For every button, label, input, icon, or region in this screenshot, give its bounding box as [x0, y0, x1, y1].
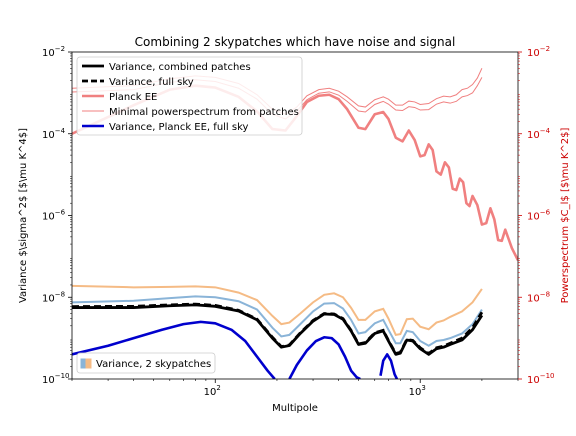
- y-right-tick-base: 10: [527, 130, 540, 141]
- y-left-tick-exponent: −4: [55, 127, 66, 135]
- band-edge-lower: [72, 295, 483, 347]
- y-right-tick-label: 10−4: [527, 127, 551, 141]
- y-left-tick-label: 10−4: [42, 127, 66, 141]
- y-left-tick-exponent: −8: [55, 290, 65, 298]
- y-left-tick-exponent: −10: [55, 372, 70, 380]
- legend-entry-2-skypatches-label: Variance, 2 skypatches: [96, 359, 211, 370]
- y-right-tick-exponent: −2: [540, 45, 550, 53]
- x-tick-label: 103: [409, 384, 426, 398]
- x-tick-exponent: 3: [421, 384, 425, 392]
- y-right-tick-label: 10−8: [527, 290, 550, 304]
- series-planck-full-sky-variance-segment-1: [72, 320, 276, 379]
- y-left-tick-label: 10−6: [42, 209, 66, 223]
- legend-entry-minimal-powerspectrum-label: Minimal powerspectrum from patches: [109, 107, 299, 118]
- y-left-tick-base: 10: [42, 130, 55, 141]
- y-left-tick-label: 10−10: [42, 372, 70, 386]
- y-left-tick-base: 10: [42, 212, 55, 223]
- y-right-tick-exponent: −6: [540, 209, 551, 217]
- x-tick-label: 102: [204, 384, 221, 398]
- band-edge-upper: [72, 284, 483, 336]
- x-tick-exponent: 2: [216, 384, 220, 392]
- y-right-tick-base: 10: [527, 375, 540, 386]
- legend-fill-box: [76, 352, 216, 374]
- y-left-tick-base: 10: [42, 293, 55, 304]
- y-left-tick-label: 10−8: [42, 290, 65, 304]
- legend-fill-swatch-b: [85, 358, 92, 369]
- y-left-tick-exponent: −6: [55, 209, 66, 217]
- y-right-tick-base: 10: [527, 48, 540, 59]
- chart-title: Combining 2 skypatches which have noise …: [135, 35, 456, 49]
- legend-main-box: [76, 56, 303, 136]
- y-left-axis-label: Variance $\sigma^2$ [$\mu K^4$]: [18, 128, 29, 303]
- series-combined-variance-line: [72, 303, 484, 356]
- legend-entry-planck-full-sky-label: Variance, Planck EE, full sky: [109, 122, 249, 133]
- y-right-tick-exponent: −10: [540, 372, 555, 380]
- legend-entry-planck-ee-label: Planck EE: [109, 92, 157, 103]
- legend-fill-swatch-a: [80, 358, 87, 369]
- legend-entry-full-sky-label: Variance, full sky: [109, 77, 194, 88]
- y-left-tick-base: 10: [42, 48, 55, 59]
- y-right-tick-label: 10−6: [527, 209, 551, 223]
- y-right-axis-label: Powerspectrum $C_l$ [$\mu K^2$]: [560, 127, 571, 303]
- series-planck-full-sky-variance-segment-3: [379, 353, 399, 379]
- x-tick-base: 10: [204, 387, 217, 398]
- y-right-tick-label: 10−10: [527, 372, 555, 386]
- y-right-tick-base: 10: [527, 212, 540, 223]
- y-right-tick-label: 10−2: [527, 45, 550, 59]
- y-right-tick-exponent: −4: [540, 127, 551, 135]
- x-axis-label: Multipole: [272, 403, 318, 414]
- y-right-tick-exponent: −8: [540, 290, 550, 298]
- y-left-tick-exponent: −2: [55, 45, 65, 53]
- y-left-tick-label: 10−2: [42, 45, 65, 59]
- series-planck-full-sky-variance-segment-2: [288, 335, 361, 379]
- x-tick-base: 10: [409, 387, 422, 398]
- y-left-tick-base: 10: [42, 375, 55, 386]
- y-right-tick-base: 10: [527, 293, 540, 304]
- legend-entry-combined-patches-label: Variance, combined patches: [109, 62, 251, 73]
